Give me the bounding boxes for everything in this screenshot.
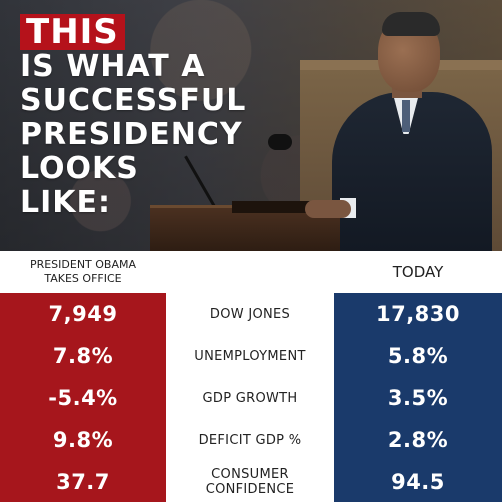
- value-before: 37.7: [56, 470, 110, 494]
- label-row: UNEMPLOYMENT: [166, 335, 334, 377]
- speaker-tie: [402, 100, 410, 132]
- headline-line: IS WHAT A: [20, 49, 206, 84]
- metric-label: CONFIDENCE: [205, 482, 295, 497]
- value-before: 7.8%: [52, 344, 114, 368]
- column-header-today: TODAY: [334, 251, 502, 293]
- value-today: 17,830: [375, 302, 461, 326]
- value-before: 9.8%: [52, 428, 114, 452]
- headline-line: LIKE:: [20, 185, 112, 220]
- value-today: 5.8%: [387, 344, 449, 368]
- value-row: 7,949: [0, 293, 166, 335]
- headline-line: LOOKS: [20, 151, 139, 186]
- headline: THIS IS WHAT A SUCCESSFUL PRESIDENCY LOO…: [20, 14, 246, 220]
- value-row: 2.8%: [334, 419, 502, 461]
- headline-badge: THIS: [20, 14, 125, 50]
- value-row: 9.8%: [0, 419, 166, 461]
- label-row: DOW JONES: [166, 293, 334, 335]
- value-row: 3.5%: [334, 377, 502, 419]
- microphone: [268, 134, 292, 150]
- column-today: 17,830 5.8% 3.5% 2.8% 94.5: [334, 293, 502, 502]
- value-row: 7.8%: [0, 335, 166, 377]
- value-today: 94.5: [391, 470, 445, 494]
- metric-label: GDP GROWTH: [202, 390, 298, 406]
- value-before: -5.4%: [48, 386, 118, 410]
- value-today: 2.8%: [387, 428, 449, 452]
- column-labels: DOW JONES UNEMPLOYMENT GDP GROWTH DEFICI…: [166, 293, 334, 502]
- speaker-hair: [382, 12, 440, 36]
- value-row: -5.4%: [0, 377, 166, 419]
- value-row: 5.8%: [334, 335, 502, 377]
- column-header-blank: [166, 251, 334, 293]
- value-today: 3.5%: [387, 386, 449, 410]
- speaker-hands: [305, 200, 351, 218]
- label-row: GDP GROWTH: [166, 377, 334, 419]
- column-header-label: TODAY: [392, 263, 444, 281]
- headline-line: PRESIDENCY: [20, 117, 243, 152]
- hero-photo: THIS IS WHAT A SUCCESSFUL PRESIDENCY LOO…: [0, 0, 502, 251]
- headline-line: SUCCESSFUL: [20, 83, 247, 118]
- column-takes-office: 7,949 7.8% -5.4% 9.8% 37.7: [0, 293, 166, 502]
- value-row: 17,830: [334, 293, 502, 335]
- value-before: 7,949: [48, 302, 118, 326]
- value-row: 94.5: [334, 461, 502, 503]
- label-row: DEFICIT GDP %: [166, 419, 334, 461]
- column-header-line: TAKES OFFICE: [44, 272, 122, 285]
- column-header-line: PRESIDENT OBAMA: [29, 258, 137, 271]
- metric-label: DEFICIT GDP %: [198, 432, 302, 448]
- metric-label: DOW JONES: [209, 306, 291, 322]
- value-row: 37.7: [0, 461, 166, 503]
- label-row: CONSUMER CONFIDENCE: [166, 461, 334, 503]
- metric-label: UNEMPLOYMENT: [194, 348, 306, 364]
- metric-label: CONSUMER: [211, 467, 289, 482]
- column-header-takes-office: PRESIDENT OBAMA TAKES OFFICE: [0, 251, 166, 293]
